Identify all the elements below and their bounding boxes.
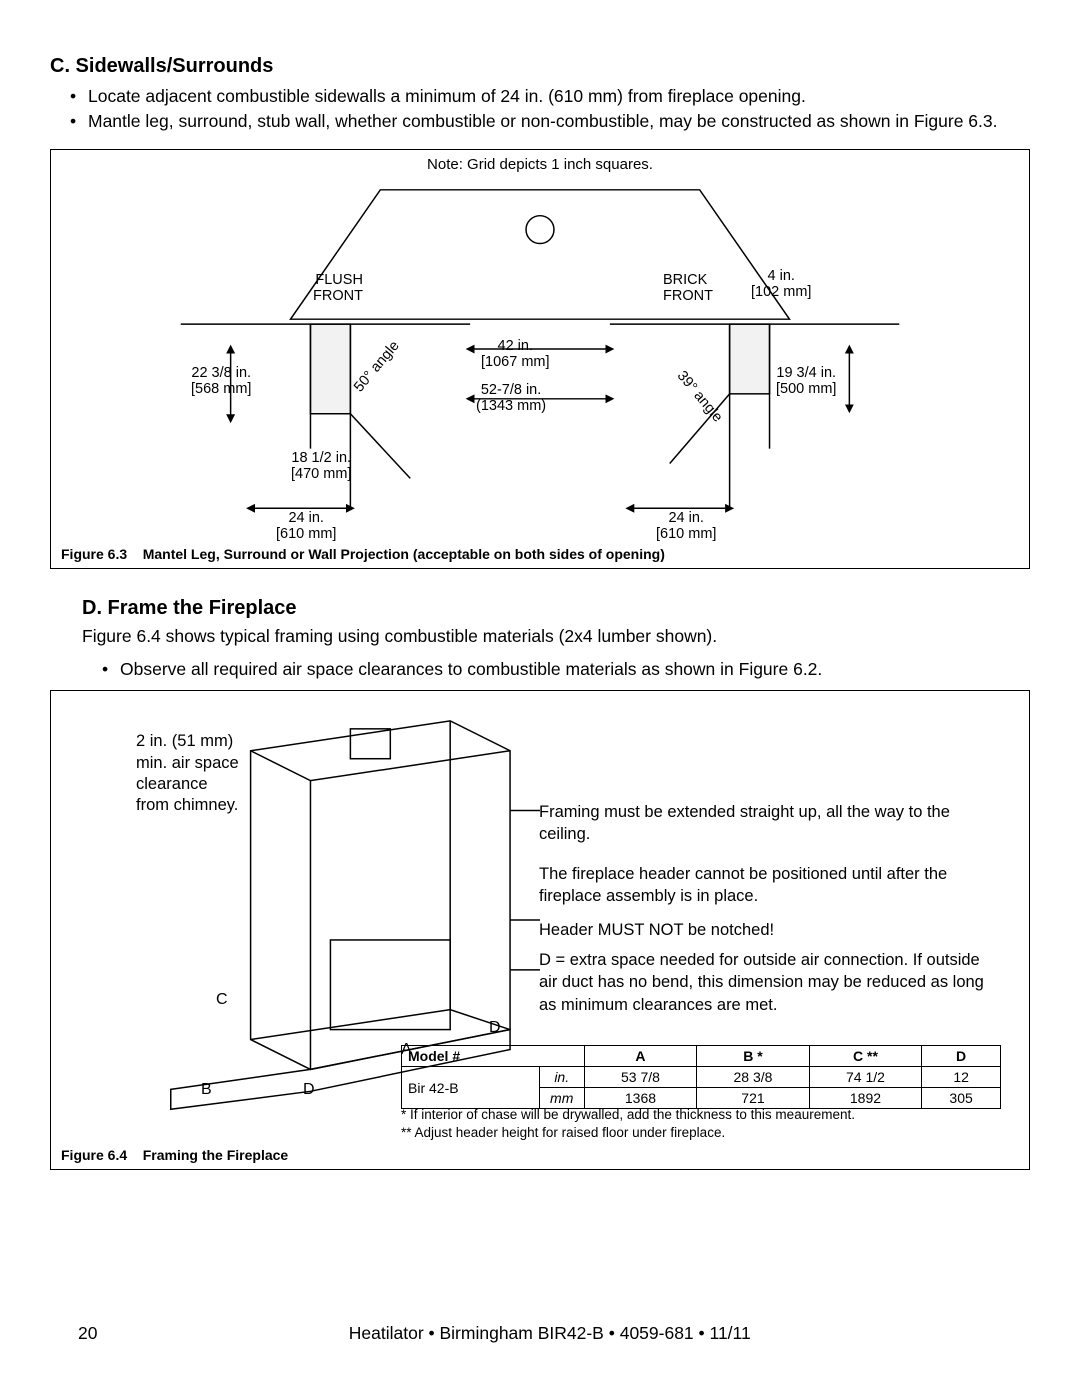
table-cell: 305 [922,1088,1001,1109]
fig63-24r: 24 in.[610 mm] [656,510,716,543]
section-d: D. Frame the Fireplace Figure 6.4 shows … [50,597,1030,682]
fig64-note-2: ** Adjust header height for raised floor… [401,1124,855,1142]
table-cell: 12 [922,1067,1001,1088]
section-d-heading: D. Frame the Fireplace [82,597,1030,620]
fig63-caption-no: Figure 6.3 [61,546,127,562]
fig64-caption-text: Framing the Fireplace [143,1147,288,1163]
fig63-caption-text: Mantel Leg, Surround or Wall Projection … [143,546,665,562]
fig63-24l: 24 in.[610 mm] [276,510,336,543]
section-c-bullet: Locate adjacent combustible sidewalls a … [70,84,1030,109]
table-header: D [922,1046,1001,1067]
fig63-flush-front: FLUSHFRONT [313,272,363,305]
table-model: Bir 42-B [402,1067,540,1109]
page-number: 20 [78,1323,97,1344]
fig64-label-d: D [303,1081,315,1099]
figure-6-3: Note: Grid depicts 1 inch squares. [50,149,1030,569]
table-header: B * [697,1046,810,1067]
fig64-label-d2: D [489,1019,501,1037]
fig63-19in: 19 3/4 in.[500 mm] [776,365,836,398]
table-cell: 53 7/8 [584,1067,697,1088]
fig63-22in: 22 3/8 in.[568 mm] [191,365,251,398]
table-cell: 74 1/2 [809,1067,922,1088]
section-c-bullet: Mantle leg, surround, stub wall, whether… [70,109,1030,134]
fig64-side-note-2: The fireplace header cannot be positione… [539,863,989,908]
section-d-bullet: Observe all required air space clearance… [102,657,1030,682]
fig64-label-b: B [201,1081,212,1099]
fig64-side-note-1: Framing must be extended straight up, al… [539,801,989,846]
table-unit: in. [539,1067,584,1088]
table-header: Model # [402,1046,585,1067]
fig63-brick-front: BRICKFRONT [663,272,713,305]
section-c-heading: C. Sidewalls/Surrounds [50,55,1030,78]
fig63-4in: 4 in.[102 mm] [751,268,811,301]
fig63-52in: 52-7/8 in.(1343 mm) [476,382,546,415]
fig64-side-note-3: Header MUST NOT be notched! [539,919,774,941]
fig64-caption-no: Figure 6.4 [61,1147,127,1163]
fig64-side-note-4: D = extra space needed for outside air c… [539,949,989,1016]
fig63-18in: 18 1/2 in.[470 mm] [291,450,351,483]
table-header: C ** [809,1046,922,1067]
fig64-table: Model # A B * C ** D Bir 42-B in. 53 7/8… [401,1045,1001,1109]
fig64-label-c: C [216,991,228,1009]
table-header: A [584,1046,697,1067]
table-cell: 28 3/8 [697,1067,810,1088]
figure-6-4: 2 in. (51 mm)min. air spaceclearancefrom… [50,690,1030,1170]
section-c-list: Locate adjacent combustible sidewalls a … [50,84,1030,135]
section-d-para: Figure 6.4 shows typical framing using c… [82,626,1030,647]
fig64-note-1: * If interior of chase will be drywalled… [401,1106,855,1124]
fig64-table-notes: * If interior of chase will be drywalled… [401,1106,855,1141]
page-footer: 20 Heatilator • Birmingham BIR42-B • 405… [0,1323,1080,1344]
fig63-caption: Figure 6.3 Mantel Leg, Surround or Wall … [61,546,665,562]
footer-center: Heatilator • Birmingham BIR42-B • 4059-6… [349,1323,751,1344]
section-d-list: Observe all required air space clearance… [82,657,1030,682]
fig64-caption: Figure 6.4 Framing the Fireplace [61,1147,288,1163]
fig63-42in: 42 in.[1067 mm] [481,338,550,371]
